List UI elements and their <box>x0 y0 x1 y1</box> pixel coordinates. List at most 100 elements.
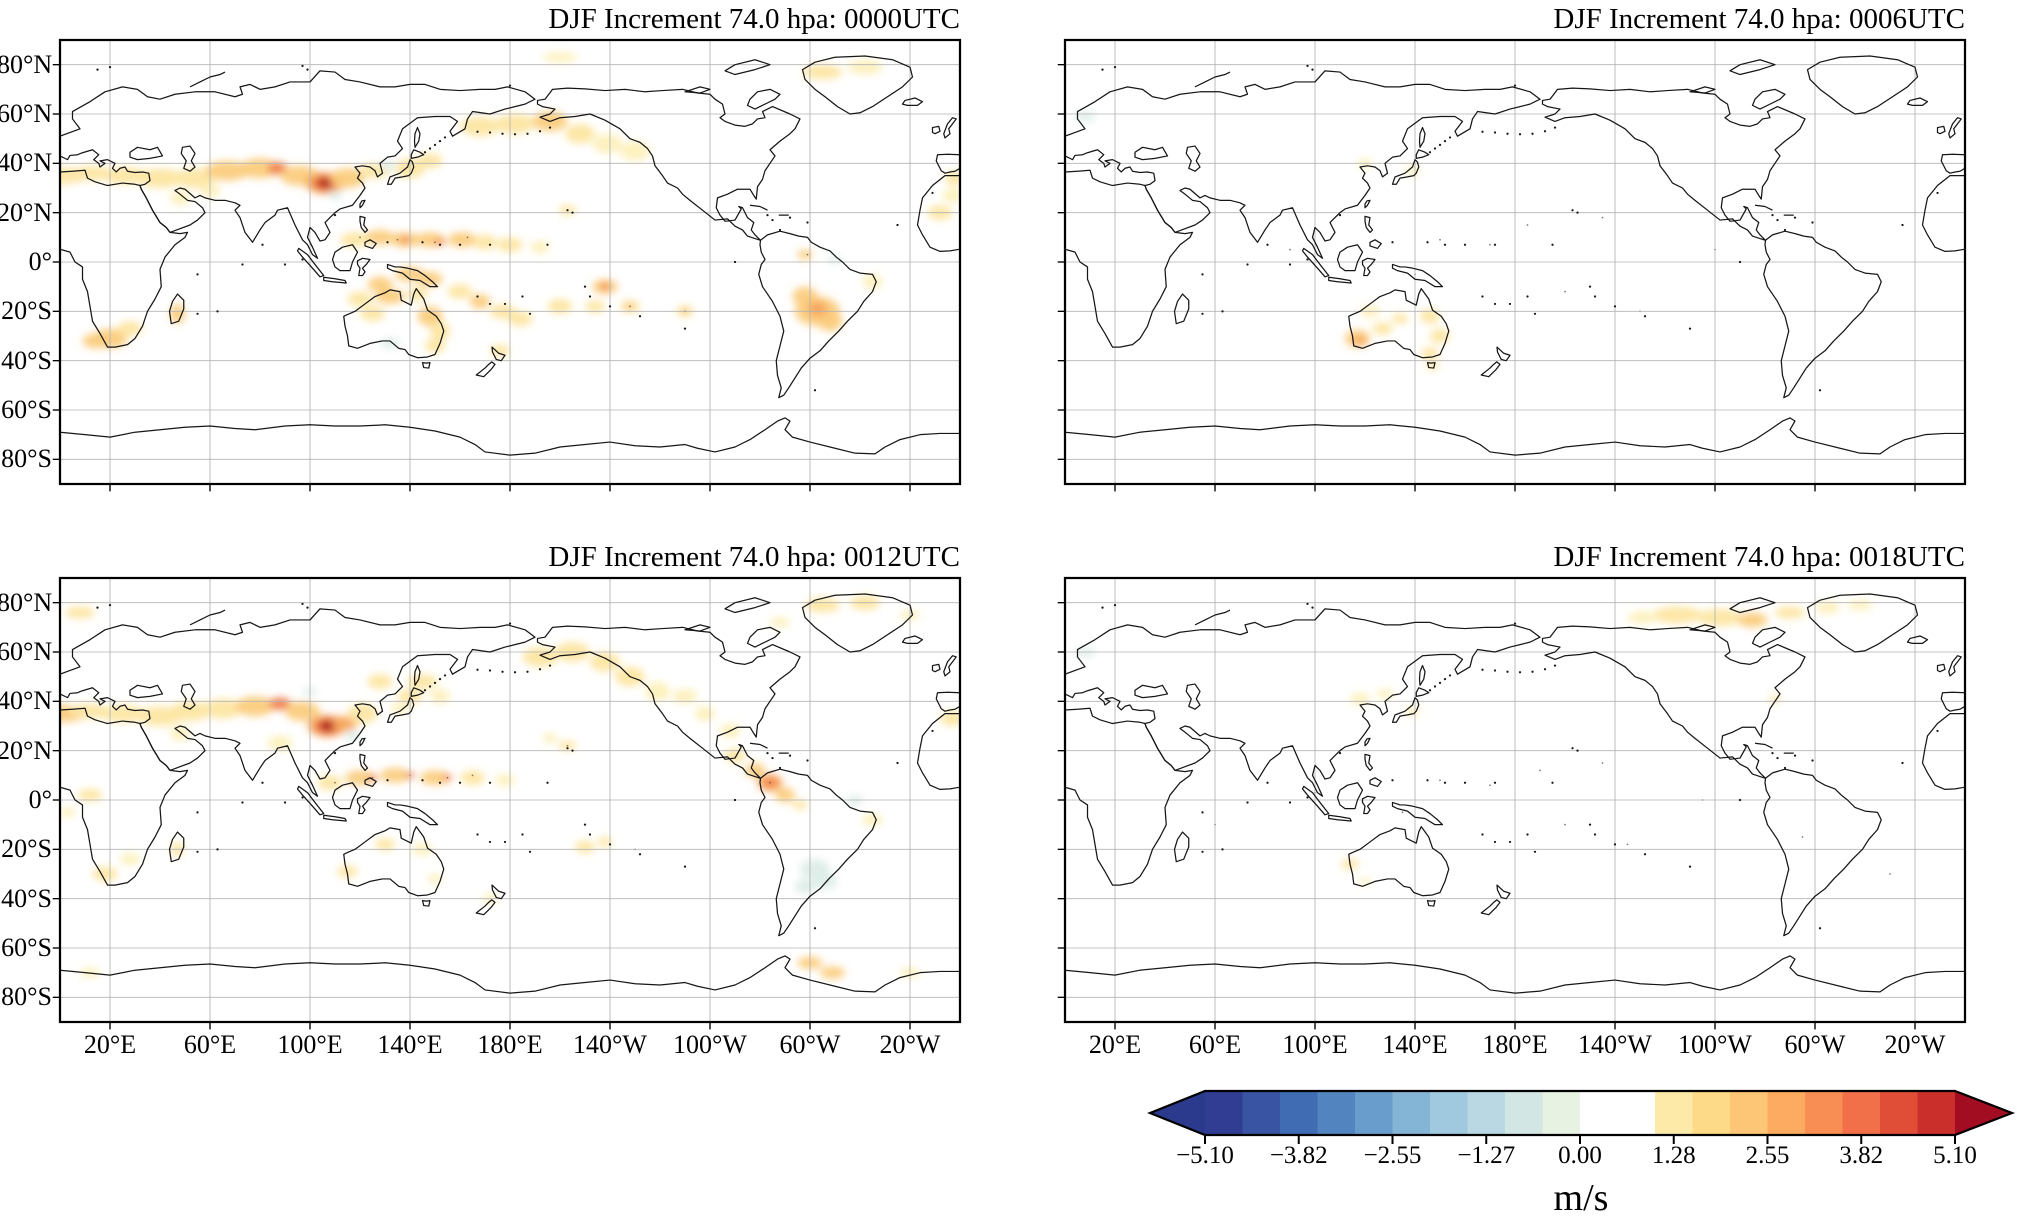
lat-tick-label: 60°S <box>1 395 52 424</box>
colorbar-tick-label: −2.55 <box>1363 1142 1422 1169</box>
colorbar-over-arrow <box>1955 1091 2012 1135</box>
world-map-0000utc <box>52 38 962 492</box>
lon-tick-label: 60°W <box>1784 1030 1846 1059</box>
lat-tick-label: 40°N <box>0 148 53 178</box>
colorbar-segment <box>1505 1091 1544 1135</box>
colorbar-ticks <box>1204 1135 1956 1144</box>
lat-tick-label: 60°N <box>0 637 53 666</box>
lon-tick-label: 60°E <box>183 1030 237 1059</box>
lon-tick-label: 20°W <box>1884 1030 1946 1059</box>
coastlines <box>60 55 960 456</box>
colorbar-tick-label: 0.00 <box>1558 1142 1602 1169</box>
lat-tick-label: 80°S <box>1 982 52 1012</box>
anomaly-field <box>60 52 960 357</box>
anomaly-field <box>1075 600 1873 886</box>
lat-tick-label: 60°S <box>1 933 52 962</box>
colorbar-segment <box>1580 1091 1619 1135</box>
lat-tick-label: 80°S <box>1 444 52 474</box>
colorbar-segment <box>1317 1091 1356 1135</box>
island-dots <box>1101 64 1939 392</box>
lon-tick-label: 140°E <box>1382 1030 1448 1059</box>
lon-tick-label: 100°E <box>277 1030 343 1059</box>
map-content <box>1065 40 1965 484</box>
lon-tick-label: 60°W <box>779 1030 841 1059</box>
anomaly-field <box>60 595 960 979</box>
colorbar-tick-label: 3.82 <box>1839 1142 1884 1169</box>
lon-tick-label: 180°E <box>477 1030 543 1059</box>
world-map-0006utc <box>1057 38 1967 492</box>
colorbar-segment <box>1242 1091 1281 1135</box>
colorbar-segment <box>1467 1091 1506 1135</box>
colorbar-segment <box>1880 1091 1919 1135</box>
lon-tick-label: 180°E <box>1482 1030 1548 1059</box>
colorbar-segment <box>1767 1091 1806 1135</box>
island-dots <box>96 602 934 930</box>
lon-tick-label: 140°E <box>377 1030 443 1059</box>
lat-tick-label: 20°N <box>0 197 53 227</box>
colorbar-tick-label: −3.82 <box>1269 1142 1328 1169</box>
graticule <box>60 578 960 1022</box>
colorbar-tick-label: 5.10 <box>1933 1142 1977 1169</box>
colorbar-segment <box>1280 1091 1319 1135</box>
lon-tick-label: 140°W <box>573 1030 647 1059</box>
colorbar-segment <box>1655 1091 1694 1135</box>
lat-tick-label: 0° <box>28 785 52 814</box>
colorbar-segment <box>1805 1091 1844 1135</box>
map-panel-0018utc: DJF Increment 74.0 hpa: 0018UTC <box>1057 541 1967 1030</box>
lat-tick-label: 80°N <box>0 587 53 617</box>
panel-title-0006utc: DJF Increment 74.0 hpa: 0006UTC <box>1553 3 1965 35</box>
coastlines <box>1065 593 1965 994</box>
graticule <box>60 40 960 484</box>
lon-tick-label: 20°W <box>879 1030 941 1059</box>
colorbar <box>1147 1089 2016 1144</box>
map-content <box>60 40 960 484</box>
island-dots <box>96 64 934 392</box>
lon-tick-label: 20°E <box>1088 1030 1142 1059</box>
tick-marks <box>1057 601 1916 1030</box>
colorbar-segment <box>1542 1091 1581 1135</box>
coastlines <box>1065 55 1965 456</box>
colorbar-tick-label: −5.10 <box>1176 1142 1234 1169</box>
lon-tick-label: 100°E <box>1282 1030 1348 1059</box>
lon-tick-label: 100°W <box>1678 1030 1752 1059</box>
lat-tick-label: 40°S <box>1 883 52 913</box>
panel-title-0012utc: DJF Increment 74.0 hpa: 0012UTC <box>548 541 960 573</box>
colorbar-segment <box>1842 1091 1881 1135</box>
colorbar-segment <box>1692 1091 1731 1135</box>
colorbar-segment <box>1617 1091 1656 1135</box>
anomaly-specks <box>334 744 771 851</box>
colorbar-under-arrow <box>1150 1091 1205 1135</box>
map-panel-0012utc: DJF Increment 74.0 hpa: 0012UTC <box>52 541 962 1030</box>
map-panel-0000utc: DJF Increment 74.0 hpa: 0000UTC <box>52 3 962 492</box>
colorbar-segment <box>1730 1091 1769 1135</box>
lat-tick-label: 80°N <box>0 49 53 79</box>
colorbar-tick-label: −1.27 <box>1457 1142 1516 1169</box>
anomaly-field <box>1075 111 1450 371</box>
anomaly-specks <box>1214 762 1891 875</box>
lat-tick-label: 40°S <box>1 345 52 375</box>
graticule <box>1065 578 1965 1022</box>
lat-tick-label: 20°S <box>1 834 52 864</box>
lat-tick-label: 0° <box>28 247 52 276</box>
colorbar-segment <box>1917 1091 1956 1135</box>
panel-title-0018utc: DJF Increment 74.0 hpa: 0018UTC <box>1553 541 1965 573</box>
coastlines <box>60 593 960 994</box>
lat-tick-label: 20°N <box>0 735 53 765</box>
lon-tick-label: 20°E <box>83 1030 137 1059</box>
lon-tick-label: 60°E <box>1188 1030 1242 1059</box>
colorbar-segment <box>1205 1091 1244 1135</box>
tick-marks <box>1057 63 1916 492</box>
colorbar-unit-label: m/s <box>1553 1177 1609 1219</box>
tick-marks <box>52 601 911 1030</box>
lat-tick-label: 20°S <box>1 296 52 326</box>
panel-title-0000utc: DJF Increment 74.0 hpa: 0000UTC <box>548 3 960 35</box>
world-map-0018utc <box>1057 576 1967 1030</box>
map-content <box>1065 578 1965 1022</box>
lat-tick-label: 40°N <box>0 686 53 716</box>
island-dots <box>1101 602 1939 930</box>
lat-tick-label: 60°N <box>0 99 53 128</box>
lon-tick-label: 140°W <box>1578 1030 1652 1059</box>
colorbar-tick-label: 2.55 <box>1745 1142 1790 1169</box>
graticule <box>1065 40 1965 484</box>
